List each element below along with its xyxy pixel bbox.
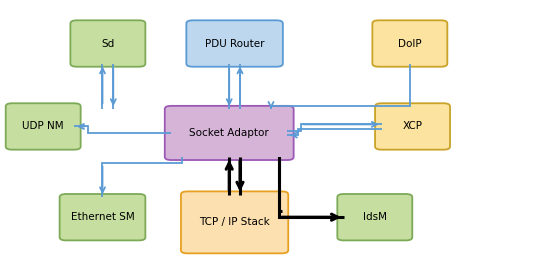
- FancyBboxPatch shape: [372, 20, 447, 67]
- FancyBboxPatch shape: [181, 192, 288, 253]
- FancyBboxPatch shape: [6, 103, 81, 150]
- Text: Sd: Sd: [101, 39, 114, 48]
- FancyBboxPatch shape: [337, 194, 412, 241]
- Text: PDU Router: PDU Router: [205, 39, 264, 48]
- Text: UDP NM: UDP NM: [22, 122, 64, 132]
- Text: XCP: XCP: [403, 122, 423, 132]
- FancyBboxPatch shape: [165, 106, 294, 160]
- FancyBboxPatch shape: [60, 194, 145, 241]
- Text: TCP / IP Stack: TCP / IP Stack: [199, 217, 270, 227]
- FancyBboxPatch shape: [375, 103, 450, 150]
- Text: Ethernet SM: Ethernet SM: [70, 212, 134, 222]
- FancyBboxPatch shape: [186, 20, 283, 67]
- Text: Socket Adaptor: Socket Adaptor: [189, 128, 269, 138]
- Text: IdsM: IdsM: [363, 212, 387, 222]
- Text: DoIP: DoIP: [398, 39, 422, 48]
- FancyBboxPatch shape: [70, 20, 145, 67]
